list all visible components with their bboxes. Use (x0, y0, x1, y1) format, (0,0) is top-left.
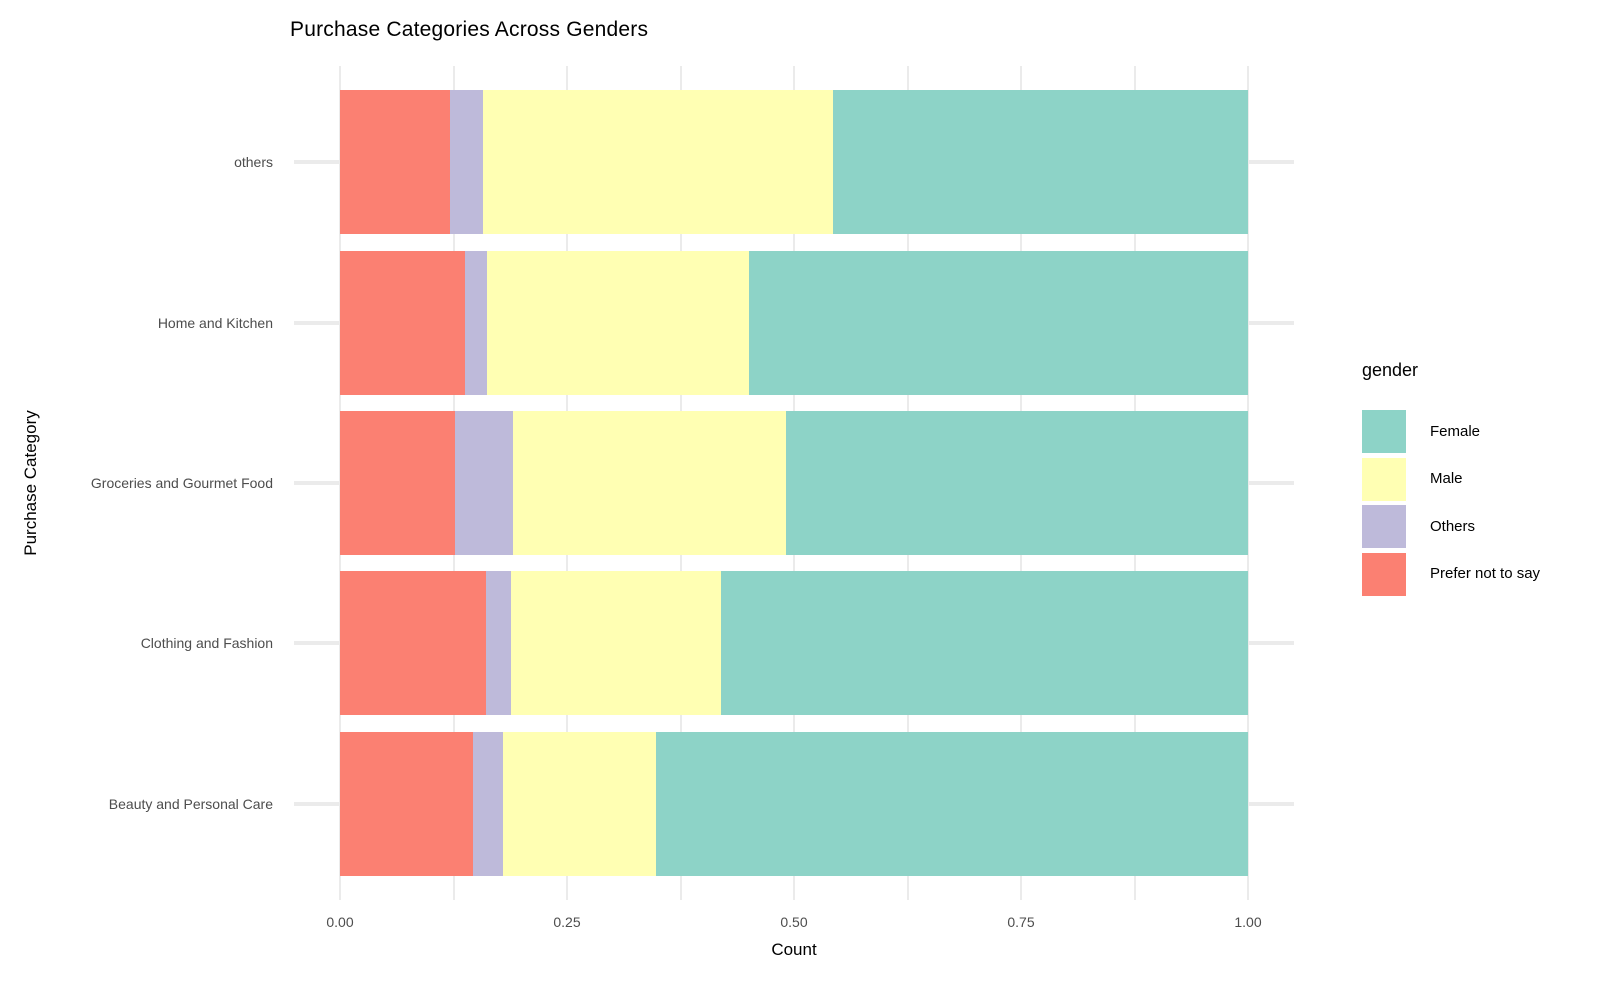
legend-label: Prefer not to say (1430, 565, 1541, 582)
legend-key-swatch (1362, 552, 1406, 596)
bar-segment (340, 250, 466, 395)
legend-key-swatch (1362, 410, 1406, 453)
bar-segment (340, 571, 487, 716)
y-axis-title: Purchase Category (21, 410, 40, 556)
bar-row (340, 250, 1248, 395)
legend-label: Male (1430, 470, 1463, 487)
x-axis-title: Count (771, 940, 817, 959)
y-axis-category-label: others (234, 154, 273, 171)
x-axis-tick-label: 0.00 (326, 914, 354, 930)
x-axis-tick-label: 0.25 (553, 914, 581, 930)
legend-key-swatch (1362, 505, 1406, 548)
chart-title: Purchase Categories Across Genders (290, 18, 649, 41)
x-axis-tick-label: 1.00 (1234, 914, 1262, 930)
plot-panel (294, 66, 1294, 900)
bar-row (340, 411, 1248, 555)
bar-row (340, 90, 1248, 235)
legend-label: Others (1430, 517, 1476, 535)
bar-segment (340, 411, 456, 555)
bar-segment (785, 411, 1248, 555)
bar-segment (340, 90, 450, 235)
bar-segment (449, 90, 483, 235)
legend-label: Female (1430, 422, 1481, 440)
bar-segment (833, 90, 1248, 235)
bar-segment (455, 411, 513, 555)
y-axis-category-label: Groceries and Gourmet Food (90, 475, 273, 491)
y-axis-category-label: Home and Kitchen (157, 314, 273, 331)
bar-segment (748, 250, 1248, 395)
bar-segment (482, 90, 834, 235)
bar-segment (512, 411, 786, 555)
bar-segment (472, 731, 503, 876)
bar-row (340, 731, 1248, 876)
bar-segment (721, 571, 1248, 716)
bar-segment (655, 731, 1248, 876)
bar-segment (340, 731, 473, 876)
bar-segment (510, 571, 722, 716)
bar-segment (486, 571, 511, 716)
x-axis-tick-label: 0.75 (1007, 914, 1035, 930)
y-axis-category-label: Clothing and Fashion (140, 635, 273, 652)
legend-key-swatch (1362, 457, 1406, 501)
x-axis-tick-label: 0.50 (780, 914, 808, 930)
y-axis-category-label: Beauty and Personal Care (108, 795, 273, 812)
bar-row (340, 571, 1248, 716)
bar-segment (487, 250, 749, 395)
legend-title: gender (1362, 360, 1419, 380)
bar-segment (502, 731, 656, 876)
bar-segment (465, 250, 488, 395)
